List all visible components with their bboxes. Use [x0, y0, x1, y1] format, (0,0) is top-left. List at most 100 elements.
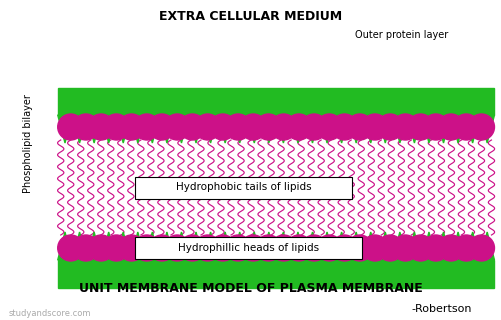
Circle shape [407, 114, 433, 140]
Bar [58, 88, 493, 115]
Polygon shape [217, 232, 232, 260]
Polygon shape [87, 232, 101, 260]
Text: INTRACELLULAR CYTOSOL: INTRACELLULAR CYTOSOL [99, 246, 282, 259]
Polygon shape [188, 115, 203, 143]
Circle shape [437, 114, 463, 140]
Polygon shape [276, 115, 290, 143]
Circle shape [316, 235, 342, 261]
Polygon shape [130, 232, 145, 260]
Polygon shape [363, 115, 377, 143]
Bar [58, 115, 493, 260]
Polygon shape [421, 115, 435, 143]
Polygon shape [319, 232, 334, 260]
Circle shape [224, 235, 250, 261]
Polygon shape [101, 115, 116, 143]
Polygon shape [377, 115, 392, 143]
Polygon shape [87, 115, 101, 143]
Polygon shape [246, 115, 261, 143]
Text: Phospholipid bilayer: Phospholipid bilayer [23, 95, 33, 193]
Polygon shape [348, 115, 363, 143]
Circle shape [164, 235, 190, 261]
Text: -Robertson: -Robertson [411, 304, 471, 314]
Polygon shape [276, 232, 290, 260]
Text: Hydrophillic heads of lipids: Hydrophillic heads of lipids [177, 243, 319, 253]
Polygon shape [305, 232, 319, 260]
Polygon shape [145, 115, 159, 143]
Circle shape [407, 235, 433, 261]
Circle shape [134, 235, 159, 261]
Polygon shape [392, 232, 406, 260]
Circle shape [164, 114, 190, 140]
Circle shape [194, 235, 220, 261]
Polygon shape [58, 232, 72, 260]
Polygon shape [464, 115, 479, 143]
Polygon shape [435, 115, 450, 143]
Circle shape [73, 114, 99, 140]
Circle shape [331, 114, 357, 140]
Polygon shape [261, 115, 276, 143]
Circle shape [179, 114, 205, 140]
Polygon shape [435, 232, 450, 260]
Polygon shape [406, 115, 421, 143]
Circle shape [103, 235, 129, 261]
Circle shape [467, 114, 493, 140]
Circle shape [73, 235, 99, 261]
Polygon shape [116, 232, 130, 260]
Polygon shape [130, 115, 145, 143]
Circle shape [301, 235, 327, 261]
Polygon shape [464, 232, 479, 260]
Text: Outer protein layer: Outer protein layer [354, 30, 447, 40]
Circle shape [209, 114, 235, 140]
Circle shape [270, 235, 296, 261]
Polygon shape [305, 115, 319, 143]
Polygon shape [290, 115, 305, 143]
Polygon shape [363, 232, 377, 260]
Circle shape [286, 114, 311, 140]
Text: Hydrophobic tails of lipids: Hydrophobic tails of lipids [175, 182, 311, 193]
Circle shape [134, 114, 159, 140]
Circle shape [224, 114, 250, 140]
Circle shape [331, 235, 357, 261]
FancyBboxPatch shape [134, 177, 352, 198]
Circle shape [452, 114, 478, 140]
Circle shape [149, 114, 175, 140]
Circle shape [422, 114, 448, 140]
Circle shape [361, 114, 387, 140]
Circle shape [58, 114, 84, 140]
Polygon shape [261, 232, 276, 260]
Circle shape [452, 235, 478, 261]
Circle shape [286, 235, 311, 261]
Circle shape [467, 235, 493, 261]
Polygon shape [232, 115, 246, 143]
Bar [58, 260, 493, 288]
Text: Inner protein layer: Inner protein layer [350, 248, 441, 258]
Polygon shape [290, 232, 305, 260]
Polygon shape [145, 232, 159, 260]
Circle shape [194, 114, 220, 140]
Circle shape [376, 235, 402, 261]
Polygon shape [174, 115, 188, 143]
Polygon shape [203, 115, 217, 143]
Circle shape [209, 235, 235, 261]
Circle shape [437, 235, 463, 261]
Polygon shape [159, 232, 174, 260]
Polygon shape [174, 232, 188, 260]
Polygon shape [450, 232, 464, 260]
Circle shape [346, 114, 372, 140]
Polygon shape [72, 115, 87, 143]
Circle shape [240, 235, 266, 261]
Circle shape [240, 114, 266, 140]
Polygon shape [116, 115, 130, 143]
Polygon shape [450, 115, 464, 143]
Circle shape [270, 114, 296, 140]
Circle shape [149, 235, 175, 261]
Polygon shape [203, 232, 217, 260]
Polygon shape [217, 115, 232, 143]
FancyBboxPatch shape [134, 237, 362, 259]
Circle shape [103, 114, 129, 140]
Text: UNIT MEMBRANE MODEL OF PLASMA MEMBRANE: UNIT MEMBRANE MODEL OF PLASMA MEMBRANE [79, 282, 422, 294]
Circle shape [301, 114, 327, 140]
Polygon shape [377, 232, 392, 260]
Circle shape [346, 235, 372, 261]
Polygon shape [334, 232, 348, 260]
